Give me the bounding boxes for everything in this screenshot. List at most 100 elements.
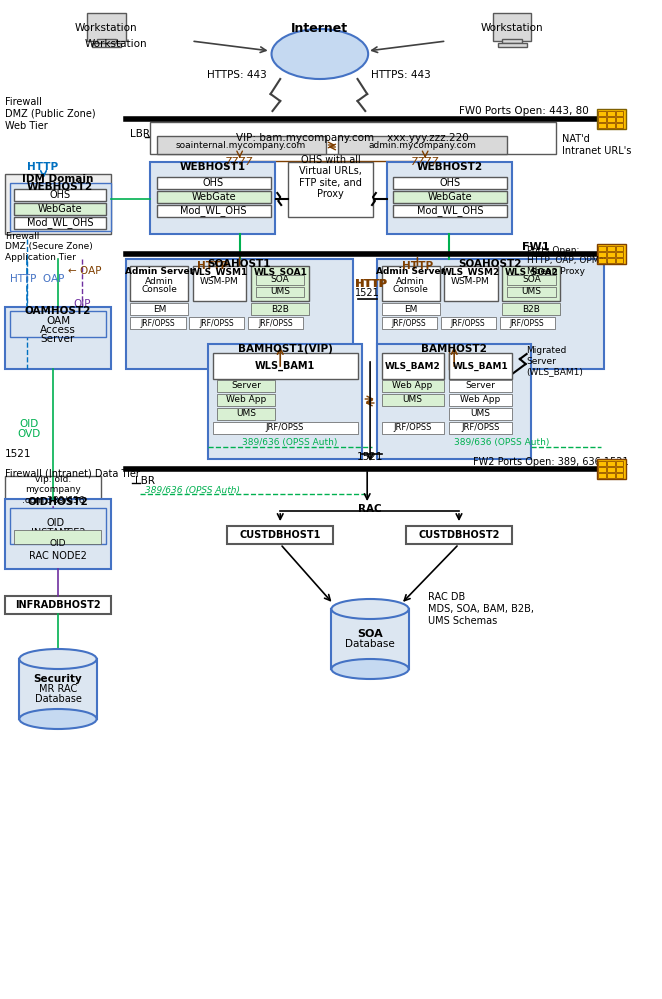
FancyBboxPatch shape <box>156 177 271 189</box>
FancyBboxPatch shape <box>217 380 275 392</box>
FancyBboxPatch shape <box>382 422 444 434</box>
FancyBboxPatch shape <box>598 258 606 263</box>
FancyBboxPatch shape <box>213 422 357 434</box>
Text: Database: Database <box>34 694 81 704</box>
Text: Admin: Admin <box>397 278 425 287</box>
Text: OAM: OAM <box>46 316 70 326</box>
FancyBboxPatch shape <box>616 111 623 116</box>
FancyBboxPatch shape <box>248 317 303 329</box>
Text: JRF/OPSS: JRF/OPSS <box>391 319 426 328</box>
FancyBboxPatch shape <box>507 287 555 297</box>
FancyBboxPatch shape <box>382 317 437 329</box>
FancyBboxPatch shape <box>208 344 362 459</box>
Text: Mod_WL_OHS: Mod_WL_OHS <box>26 218 93 229</box>
FancyBboxPatch shape <box>5 174 111 234</box>
FancyBboxPatch shape <box>130 317 185 329</box>
Text: WLS_BAM2: WLS_BAM2 <box>385 362 440 371</box>
Text: 7777: 7777 <box>225 157 254 167</box>
Text: WLS_WSM2: WLS_WSM2 <box>442 268 500 277</box>
Text: Web App: Web App <box>226 396 267 405</box>
Text: OID_: OID_ <box>46 517 70 528</box>
FancyBboxPatch shape <box>616 467 623 472</box>
FancyBboxPatch shape <box>598 467 606 472</box>
FancyBboxPatch shape <box>92 43 120 47</box>
FancyBboxPatch shape <box>5 499 111 569</box>
Text: Workstation: Workstation <box>85 39 147 49</box>
FancyBboxPatch shape <box>616 123 623 128</box>
Text: SOA: SOA <box>522 276 541 285</box>
FancyBboxPatch shape <box>449 422 512 434</box>
FancyBboxPatch shape <box>377 259 604 369</box>
Text: Workstation: Workstation <box>481 23 544 33</box>
Text: EM: EM <box>153 305 166 314</box>
FancyBboxPatch shape <box>150 162 275 234</box>
Text: 1521: 1521 <box>355 288 379 298</box>
FancyBboxPatch shape <box>217 408 275 420</box>
Text: HTTP: HTTP <box>197 261 228 271</box>
Text: JRF/OPSS: JRF/OPSS <box>509 319 544 328</box>
FancyBboxPatch shape <box>441 317 496 329</box>
Text: FW1: FW1 <box>522 242 549 252</box>
Text: Admin: Admin <box>145 278 174 287</box>
FancyBboxPatch shape <box>338 136 507 154</box>
FancyBboxPatch shape <box>252 266 309 301</box>
Text: OHS: OHS <box>203 178 224 188</box>
Text: RAC NODE2: RAC NODE2 <box>29 551 87 561</box>
Text: Admin Server: Admin Server <box>376 268 446 277</box>
Text: JRF/OPSS: JRF/OPSS <box>258 319 293 328</box>
Ellipse shape <box>332 599 408 619</box>
Text: UMS: UMS <box>470 410 491 419</box>
Text: OIP: OIP <box>73 299 91 309</box>
Text: Firewall
DMZ (Secure Zone)
Application Tier: Firewall DMZ (Secure Zone) Application T… <box>5 232 93 262</box>
Text: LBR: LBR <box>135 476 156 486</box>
FancyBboxPatch shape <box>252 303 309 315</box>
FancyBboxPatch shape <box>597 244 626 264</box>
Text: 389/636 (OPSS Auth): 389/636 (OPSS Auth) <box>454 439 549 448</box>
Text: OID: OID <box>19 419 38 429</box>
FancyBboxPatch shape <box>10 183 111 231</box>
Text: WLS_SOA1: WLS_SOA1 <box>254 268 307 277</box>
Text: HTTP: HTTP <box>27 162 58 172</box>
Text: Workstation: Workstation <box>75 23 138 33</box>
FancyBboxPatch shape <box>19 659 97 719</box>
Text: Server: Server <box>41 334 75 344</box>
Text: SOA: SOA <box>271 276 289 285</box>
FancyBboxPatch shape <box>393 191 507 203</box>
FancyBboxPatch shape <box>607 467 614 472</box>
Text: HTTP  OAP: HTTP OAP <box>10 274 64 284</box>
FancyBboxPatch shape <box>150 122 555 154</box>
FancyBboxPatch shape <box>449 408 512 420</box>
Text: WebGate: WebGate <box>191 192 236 202</box>
Text: UMS: UMS <box>236 410 256 419</box>
Text: soainternal.mycompany.com: soainternal.mycompany.com <box>175 141 306 150</box>
Text: Migrated
Server
(WLS_BAM1): Migrated Server (WLS_BAM1) <box>526 346 583 376</box>
Text: HTTP: HTTP <box>402 261 433 271</box>
Text: Console: Console <box>142 286 177 295</box>
Text: WSM-PM: WSM-PM <box>200 278 239 287</box>
Text: Web App: Web App <box>460 396 500 405</box>
FancyBboxPatch shape <box>5 596 111 614</box>
FancyBboxPatch shape <box>598 123 606 128</box>
Text: 1521: 1521 <box>357 452 383 462</box>
Text: JRF/OPSS: JRF/OPSS <box>450 319 485 328</box>
FancyBboxPatch shape <box>193 266 246 301</box>
FancyBboxPatch shape <box>10 311 107 337</box>
Text: admin.mycompany.com: admin.mycompany.com <box>368 141 476 150</box>
Text: Web App: Web App <box>393 382 433 391</box>
FancyBboxPatch shape <box>502 266 561 301</box>
Text: 7777: 7777 <box>411 157 440 167</box>
FancyBboxPatch shape <box>616 258 623 263</box>
Text: vip: old.
mycompany
.com:389/636: vip: old. mycompany .com:389/636 <box>22 476 84 504</box>
Text: WLS_BAM1: WLS_BAM1 <box>452 362 508 371</box>
FancyBboxPatch shape <box>126 259 353 369</box>
FancyBboxPatch shape <box>5 307 111 369</box>
FancyBboxPatch shape <box>382 394 444 406</box>
Text: NAT'd
Intranet URL's: NAT'd Intranet URL's <box>563 134 632 156</box>
Text: HTTP: HTTP <box>355 279 386 289</box>
Text: RAC: RAC <box>358 504 382 514</box>
Text: RAC DB
MDS, SOA, BAM, B2B,
UMS Schemas: RAC DB MDS, SOA, BAM, B2B, UMS Schemas <box>428 592 534 625</box>
FancyBboxPatch shape <box>607 123 614 128</box>
Text: Mod_WL_OHS: Mod_WL_OHS <box>417 206 483 217</box>
Text: Ports Open:
HTTP, OAP, OPMN,
Mbean Proxy: Ports Open: HTTP, OAP, OPMN, Mbean Proxy <box>526 246 608 276</box>
FancyBboxPatch shape <box>382 303 440 315</box>
